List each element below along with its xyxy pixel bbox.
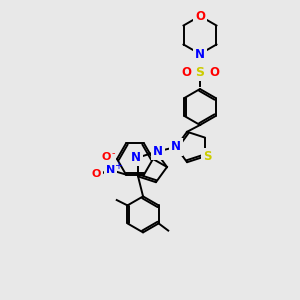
Text: S: S <box>203 150 211 163</box>
Text: S: S <box>196 65 205 79</box>
Text: -: - <box>112 148 116 158</box>
Text: N: N <box>171 140 181 154</box>
Text: N: N <box>106 165 115 175</box>
Text: +: + <box>114 161 122 171</box>
Text: O: O <box>209 65 219 79</box>
Text: O: O <box>195 10 205 22</box>
Text: N: N <box>195 47 205 61</box>
Text: N: N <box>153 145 163 158</box>
Text: N: N <box>131 151 141 164</box>
Text: O: O <box>181 65 191 79</box>
Text: O: O <box>92 169 101 179</box>
Text: O: O <box>102 152 111 162</box>
